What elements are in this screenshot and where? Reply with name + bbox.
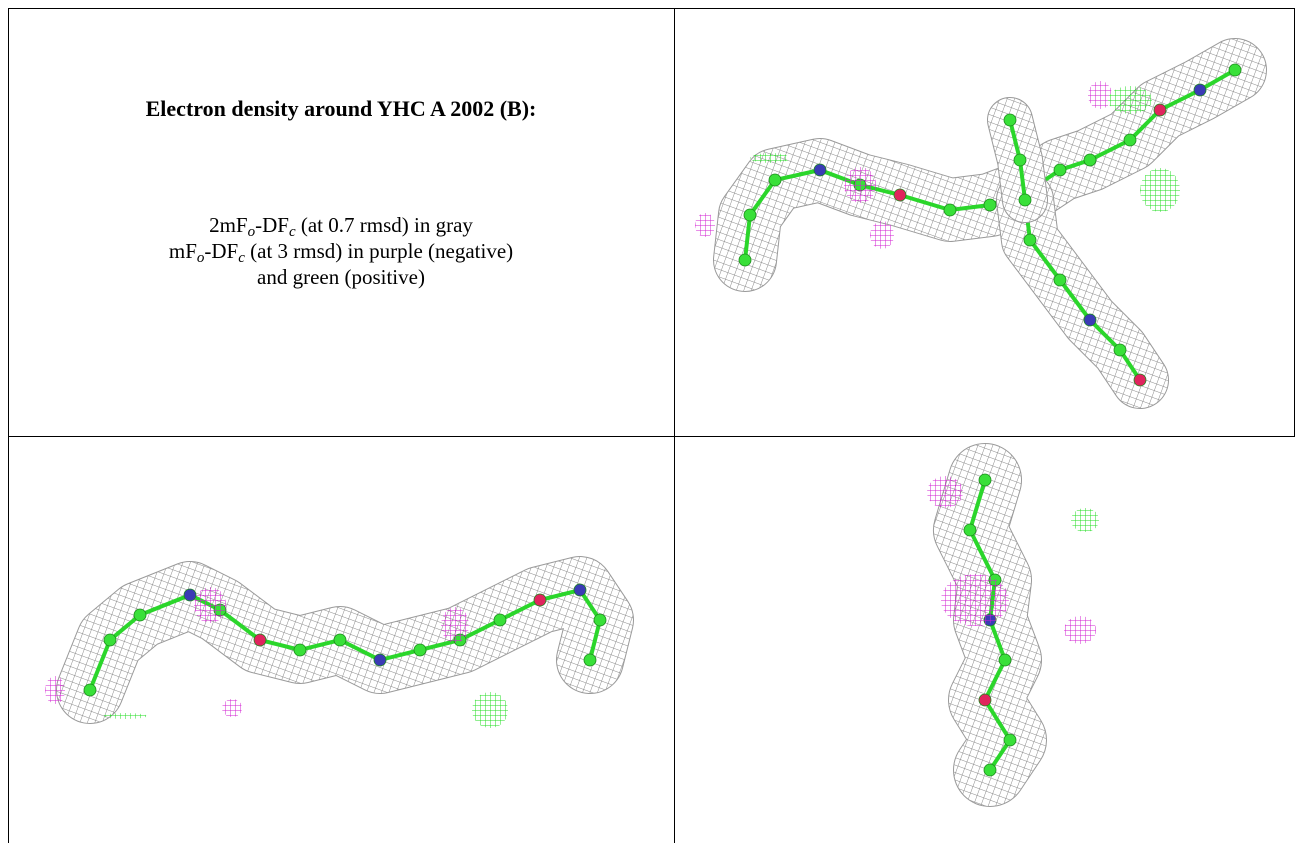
density-images: [45, 64, 1241, 776]
atom: [334, 634, 346, 646]
text-run: 2mF: [209, 213, 248, 237]
positive-density: [103, 713, 147, 719]
atom: [1014, 154, 1026, 166]
atom: [814, 164, 826, 176]
atom: [984, 764, 996, 776]
atom: [1084, 314, 1096, 326]
atom: [414, 644, 426, 656]
negative-density: [194, 587, 226, 623]
atom: [894, 189, 906, 201]
atom: [134, 609, 146, 621]
text-run: (at 3 rmsd) in purple (negative): [245, 239, 513, 263]
figure-table: [0, 0, 1301, 843]
caption-line: and green (positive): [8, 265, 674, 290]
atom: [594, 614, 606, 626]
negative-density: [941, 574, 1009, 626]
negative-density: [844, 167, 876, 203]
caption-title: Electron density around YHC A 2002 (B):: [8, 96, 674, 122]
text-run: and green (positive): [257, 265, 425, 289]
atom: [1004, 114, 1016, 126]
negative-density: [45, 676, 65, 704]
atom: [254, 634, 266, 646]
atom: [1154, 104, 1166, 116]
text-run: -DF: [255, 213, 289, 237]
positive-density: [1108, 86, 1152, 114]
atom: [1124, 134, 1136, 146]
atom: [84, 684, 96, 696]
negative-density: [695, 213, 715, 237]
atom: [534, 594, 546, 606]
atom: [999, 654, 1011, 666]
atom: [1114, 344, 1126, 356]
atom: [1019, 194, 1031, 206]
negative-density: [870, 221, 894, 249]
atom: [1054, 164, 1066, 176]
subscript: c: [238, 250, 245, 266]
atom: [1024, 234, 1036, 246]
positive-density: [1071, 508, 1099, 532]
atom: [964, 524, 976, 536]
negative-density: [1088, 81, 1112, 109]
negative-density: [927, 476, 963, 508]
atom: [739, 254, 751, 266]
positive-density: [750, 153, 790, 163]
page: Electron density around YHC A 2002 (B): …: [0, 0, 1301, 843]
positive-density: [1140, 168, 1180, 212]
atom: [744, 209, 756, 221]
atom: [1084, 154, 1096, 166]
text-run: mF: [169, 239, 197, 263]
atom: [294, 644, 306, 656]
atom: [979, 474, 991, 486]
text-run: (at 0.7 rmsd) in gray: [296, 213, 473, 237]
subscript: o: [248, 224, 256, 240]
caption-line: 2mFo-DFc (at 0.7 rmsd) in gray: [8, 213, 674, 238]
atom: [574, 584, 586, 596]
atom: [1134, 374, 1146, 386]
positive-density: [472, 692, 508, 728]
atom: [979, 694, 991, 706]
atom: [374, 654, 386, 666]
atom: [184, 589, 196, 601]
text-run: -DF: [204, 239, 238, 263]
atom: [1054, 274, 1066, 286]
atom: [1229, 64, 1241, 76]
atom: [984, 199, 996, 211]
negative-density: [1064, 616, 1096, 644]
negative-density: [441, 607, 469, 643]
atom: [584, 654, 596, 666]
atom: [494, 614, 506, 626]
atom: [104, 634, 116, 646]
caption-line: mFo-DFc (at 3 rmsd) in purple (negative): [8, 239, 674, 264]
subscript: c: [289, 224, 296, 240]
atom: [769, 174, 781, 186]
negative-density: [222, 699, 242, 717]
atom: [944, 204, 956, 216]
atom: [1194, 84, 1206, 96]
atom: [1004, 734, 1016, 746]
